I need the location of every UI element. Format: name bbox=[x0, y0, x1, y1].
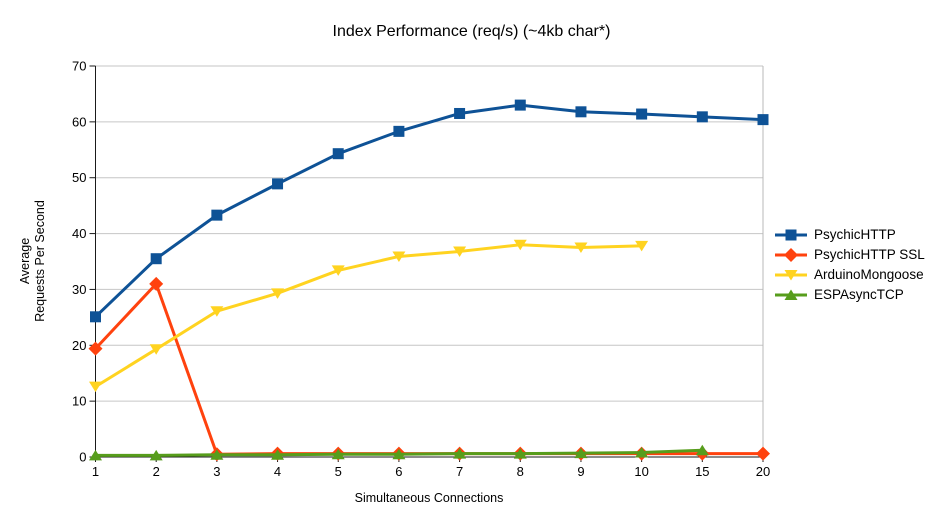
series-line-psychichttp-ssl bbox=[94, 282, 763, 456]
x-axis-title: Simultaneous Connections bbox=[354, 491, 504, 505]
y-axis-title-line2: Requests Per Second bbox=[33, 200, 47, 322]
series-marker-arduinomongoose bbox=[574, 242, 588, 254]
series-marker-psychichttp bbox=[696, 111, 708, 123]
legend-item: ESPAsyncTCP bbox=[774, 287, 925, 302]
series-marker-espasynctcp bbox=[210, 449, 224, 460]
y-tick-label: 40 bbox=[72, 226, 86, 241]
y-tick-label: 70 bbox=[72, 59, 86, 74]
chart-title: Index Performance (req/s) (~4kb char*) bbox=[332, 23, 611, 40]
series-marker-espasynctcp bbox=[149, 449, 163, 461]
legend-marker bbox=[785, 229, 797, 240]
series-marker-arduinomongoose bbox=[392, 251, 406, 262]
series-marker-espasynctcp bbox=[635, 447, 649, 458]
legend-triangle-down-icon bbox=[775, 269, 807, 280]
series-marker-arduinomongoose bbox=[635, 240, 649, 252]
legend-label: ArduinoMongoose bbox=[814, 267, 924, 282]
y-axis-title: Average Requests Per Second bbox=[18, 200, 48, 322]
x-tick-label: 3 bbox=[213, 464, 220, 479]
series-marker-psychichttp-ssl bbox=[149, 276, 164, 291]
x-tick-label: 7 bbox=[456, 464, 463, 479]
y-tick-label: 20 bbox=[72, 338, 86, 353]
y-tick-label: 0 bbox=[79, 450, 86, 465]
series-marker-espasynctcp bbox=[392, 448, 406, 460]
x-tick-label: 1 bbox=[92, 464, 99, 479]
series-line-psychichttp bbox=[94, 103, 764, 318]
series-marker-arduinomongoose bbox=[271, 288, 285, 299]
y-tick-label: 30 bbox=[72, 282, 86, 297]
series-marker-psychichttp bbox=[150, 253, 162, 265]
x-tick-label: 15 bbox=[695, 464, 709, 479]
y-tick-label: 60 bbox=[72, 114, 86, 129]
series-line-arduinomongoose bbox=[94, 243, 642, 388]
x-tick-label: 10 bbox=[634, 464, 648, 479]
legend-square-icon bbox=[775, 229, 807, 240]
series-marker-espasynctcp bbox=[89, 449, 102, 461]
series-marker-psychichttp bbox=[454, 107, 466, 119]
y-axis-title-line1: Average bbox=[18, 237, 32, 285]
series-marker-psychichttp-ssl bbox=[88, 341, 103, 356]
legend-label: ESPAsyncTCP bbox=[814, 287, 904, 302]
series-marker-arduinomongoose bbox=[513, 239, 527, 251]
series-marker-espasynctcp bbox=[271, 449, 285, 460]
series-marker-psychichttp bbox=[575, 106, 587, 118]
legend-triangle-up-icon bbox=[775, 289, 807, 300]
series-marker-espasynctcp bbox=[695, 444, 709, 456]
series-marker-arduinomongoose bbox=[149, 344, 163, 355]
series-marker-espasynctcp bbox=[574, 447, 588, 459]
series-marker-psychichttp-ssl bbox=[756, 446, 770, 461]
legend-label: PsychicHTTP SSL bbox=[814, 247, 925, 262]
series-marker-espasynctcp bbox=[331, 448, 345, 460]
series-marker-psychichttp bbox=[272, 178, 284, 190]
x-tick-label: 9 bbox=[577, 464, 584, 479]
legend-marker bbox=[784, 269, 798, 280]
series-marker-psychichttp bbox=[757, 114, 769, 126]
x-tick-label: 4 bbox=[274, 464, 281, 479]
legend-marker bbox=[784, 289, 798, 300]
x-tick-label: 20 bbox=[756, 464, 770, 479]
series-marker-arduinomongoose bbox=[453, 246, 467, 257]
series-marker-espasynctcp bbox=[513, 448, 527, 459]
series-marker-arduinomongoose bbox=[331, 265, 345, 276]
legend-item: PsychicHTTP bbox=[774, 227, 925, 242]
series-marker-espasynctcp bbox=[453, 448, 467, 459]
y-tick-label: 10 bbox=[72, 394, 86, 409]
legend-marker bbox=[784, 247, 798, 262]
series-marker-psychichttp bbox=[514, 99, 526, 111]
series-marker-psychichttp bbox=[211, 209, 223, 221]
series-marker-psychichttp bbox=[393, 125, 405, 137]
series-marker-arduinomongoose bbox=[210, 306, 224, 317]
legend-item: ArduinoMongoose bbox=[774, 267, 925, 282]
legend: PsychicHTTP PsychicHTTP SSL ArduinoMongoos… bbox=[774, 227, 925, 302]
series-marker-psychichttp bbox=[90, 311, 101, 323]
legend-diamond-icon bbox=[775, 247, 807, 262]
series-marker-psychichttp bbox=[636, 108, 648, 120]
series-marker-arduinomongoose bbox=[89, 381, 102, 393]
x-tick-label: 6 bbox=[395, 464, 402, 479]
x-tick-label: 8 bbox=[517, 464, 524, 479]
series-marker-psychichttp bbox=[332, 148, 344, 160]
y-tick-label: 50 bbox=[72, 170, 86, 185]
x-tick-label: 5 bbox=[335, 464, 342, 479]
legend-label: PsychicHTTP bbox=[814, 227, 896, 242]
legend-item: PsychicHTTP SSL bbox=[774, 247, 925, 262]
x-tick-label: 2 bbox=[153, 464, 160, 479]
